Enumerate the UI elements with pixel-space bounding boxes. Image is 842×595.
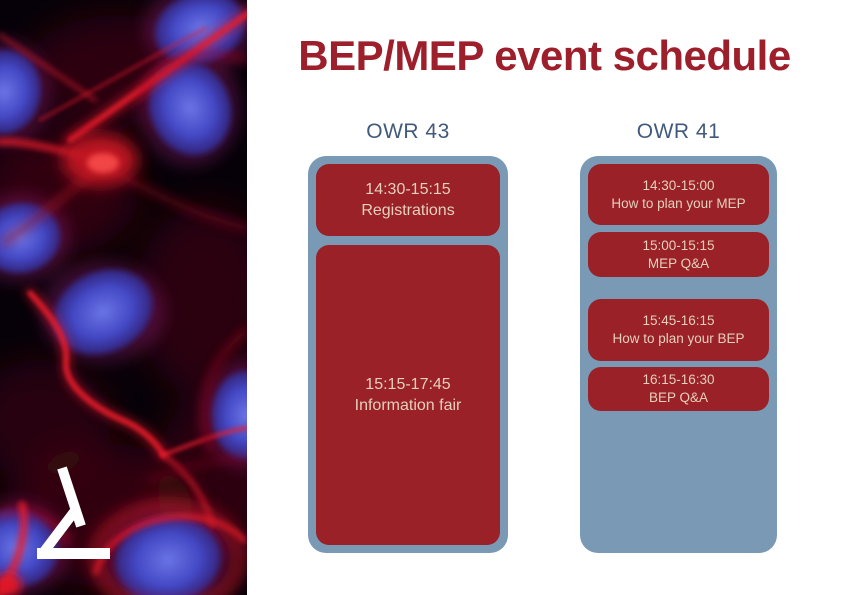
cells-artwork — [0, 0, 247, 595]
event-time: 16:15-16:30 — [642, 372, 715, 387]
room-header-owr43: OWR 43 — [366, 120, 450, 143]
event-plan-mep: 14:30-15:00 How to plan your MEP — [588, 164, 769, 225]
page-title: BEP/MEP event schedule — [298, 32, 791, 79]
event-title: MEP Q&A — [647, 255, 710, 271]
event-information-fair: 15:15-17:45 Information fair — [316, 245, 500, 545]
event-mep-qa: 15:00-15:15 MEP Q&A — [588, 232, 769, 277]
event-bep-qa: 16:15-16:30 BEP Q&A — [588, 367, 769, 411]
event-time: 15:15-17:45 — [365, 376, 451, 393]
event-time: 14:30-15:00 — [642, 177, 715, 193]
event-title: Registrations — [361, 202, 455, 219]
schedule-track-owr43: 14:30-15:15 Registrations 15:15-17:45 In… — [308, 156, 508, 553]
event-time: 15:00-15:15 — [642, 237, 715, 253]
event-title: How to plan your BEP — [612, 331, 745, 346]
event-title: Information fair — [354, 397, 462, 414]
event-title: How to plan your MEP — [611, 195, 746, 211]
event-plan-bep: 15:45-16:15 How to plan your BEP — [588, 299, 769, 361]
event-time: 14:30-15:15 — [365, 181, 451, 198]
schedule-track-owr41: 14:30-15:00 How to plan your MEP 15:00-1… — [580, 156, 777, 553]
room-header-owr41: OWR 41 — [636, 120, 721, 143]
event-title: BEP Q&A — [648, 390, 709, 405]
lambda-logo — [37, 466, 110, 559]
event-time: 15:45-16:15 — [642, 313, 715, 328]
event-registrations: 14:30-15:15 Registrations — [316, 164, 500, 236]
microscopy-photo — [0, 0, 247, 595]
